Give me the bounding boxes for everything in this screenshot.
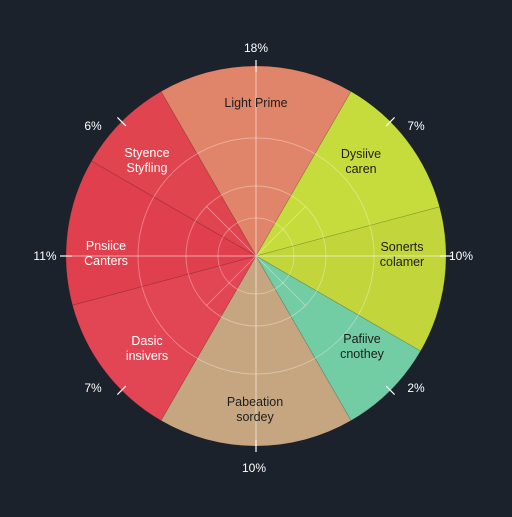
grid-layer (66, 66, 446, 446)
percent-label-8: 6% (84, 119, 102, 133)
percent-label-1: 18% (244, 41, 268, 55)
slice-name-line: Dysiive (341, 147, 381, 161)
pie-slice-7 (65, 160, 258, 306)
ticks-layer (60, 60, 452, 452)
slice-name-line: caren (345, 162, 376, 176)
grid-diagonal-2 (255, 206, 306, 257)
slice-name-label-3: Sonerts colamer (380, 240, 424, 269)
percent-label-4: 2% (407, 381, 425, 395)
slice-name-line: sordey (236, 410, 274, 424)
grid-diagonal-1 (206, 206, 257, 257)
slice-name-line: Pabeation (227, 395, 283, 409)
slice-name-label-1: Light Prime (224, 96, 287, 110)
slice-name-label-2: Dysiive caren (341, 147, 381, 176)
rim-tick-2 (385, 116, 396, 127)
slice-name-label-7: Pnsiice Canters (84, 239, 128, 268)
grid-diagonal-4 (206, 255, 257, 306)
slice-name-line: cnothey (340, 347, 385, 361)
slice-name-line: Pnsiice (86, 239, 126, 253)
slice-name-label-4: Pafiive cnothey (340, 332, 385, 361)
percent-label-6: 7% (84, 381, 102, 395)
percent-label-5: 10% (242, 461, 266, 475)
rim-tick-8 (116, 116, 127, 127)
slice-name-label-6: Dasic insivers (126, 334, 168, 363)
rim-tick-4 (385, 385, 396, 396)
slice-name-line: Styence (124, 146, 169, 160)
slice-name-label-8: Styence Styfling (124, 146, 169, 175)
pie-slice-2 (255, 90, 441, 257)
slice-name-line: Canters (84, 254, 128, 268)
labels-layer: 18% 7% 10% 2% 10% 7% 11% 6% Light Prime Dysiive ca… (33, 41, 473, 475)
pie-slice-3 (254, 206, 447, 352)
percent-label-3: 10% (449, 249, 473, 263)
slice-name-line: insivers (126, 349, 168, 363)
percent-label-2: 7% (407, 119, 425, 133)
grid-diagonal-3 (255, 255, 306, 306)
rim-tick-6 (116, 385, 127, 396)
slice-name-line: Sonerts (380, 240, 423, 254)
pie-slice-6 (71, 255, 257, 422)
slice-name-line: Pafiive (343, 332, 381, 346)
percent-label-7: 11% (33, 249, 56, 263)
slice-name-line: Light Prime (224, 96, 287, 110)
slice-name-line: Styfling (127, 161, 168, 175)
slice-name-line: colamer (380, 255, 424, 269)
slice-name-label-5: Pabeation sordey (227, 395, 283, 424)
slice-name-line: Dasic (131, 334, 162, 348)
